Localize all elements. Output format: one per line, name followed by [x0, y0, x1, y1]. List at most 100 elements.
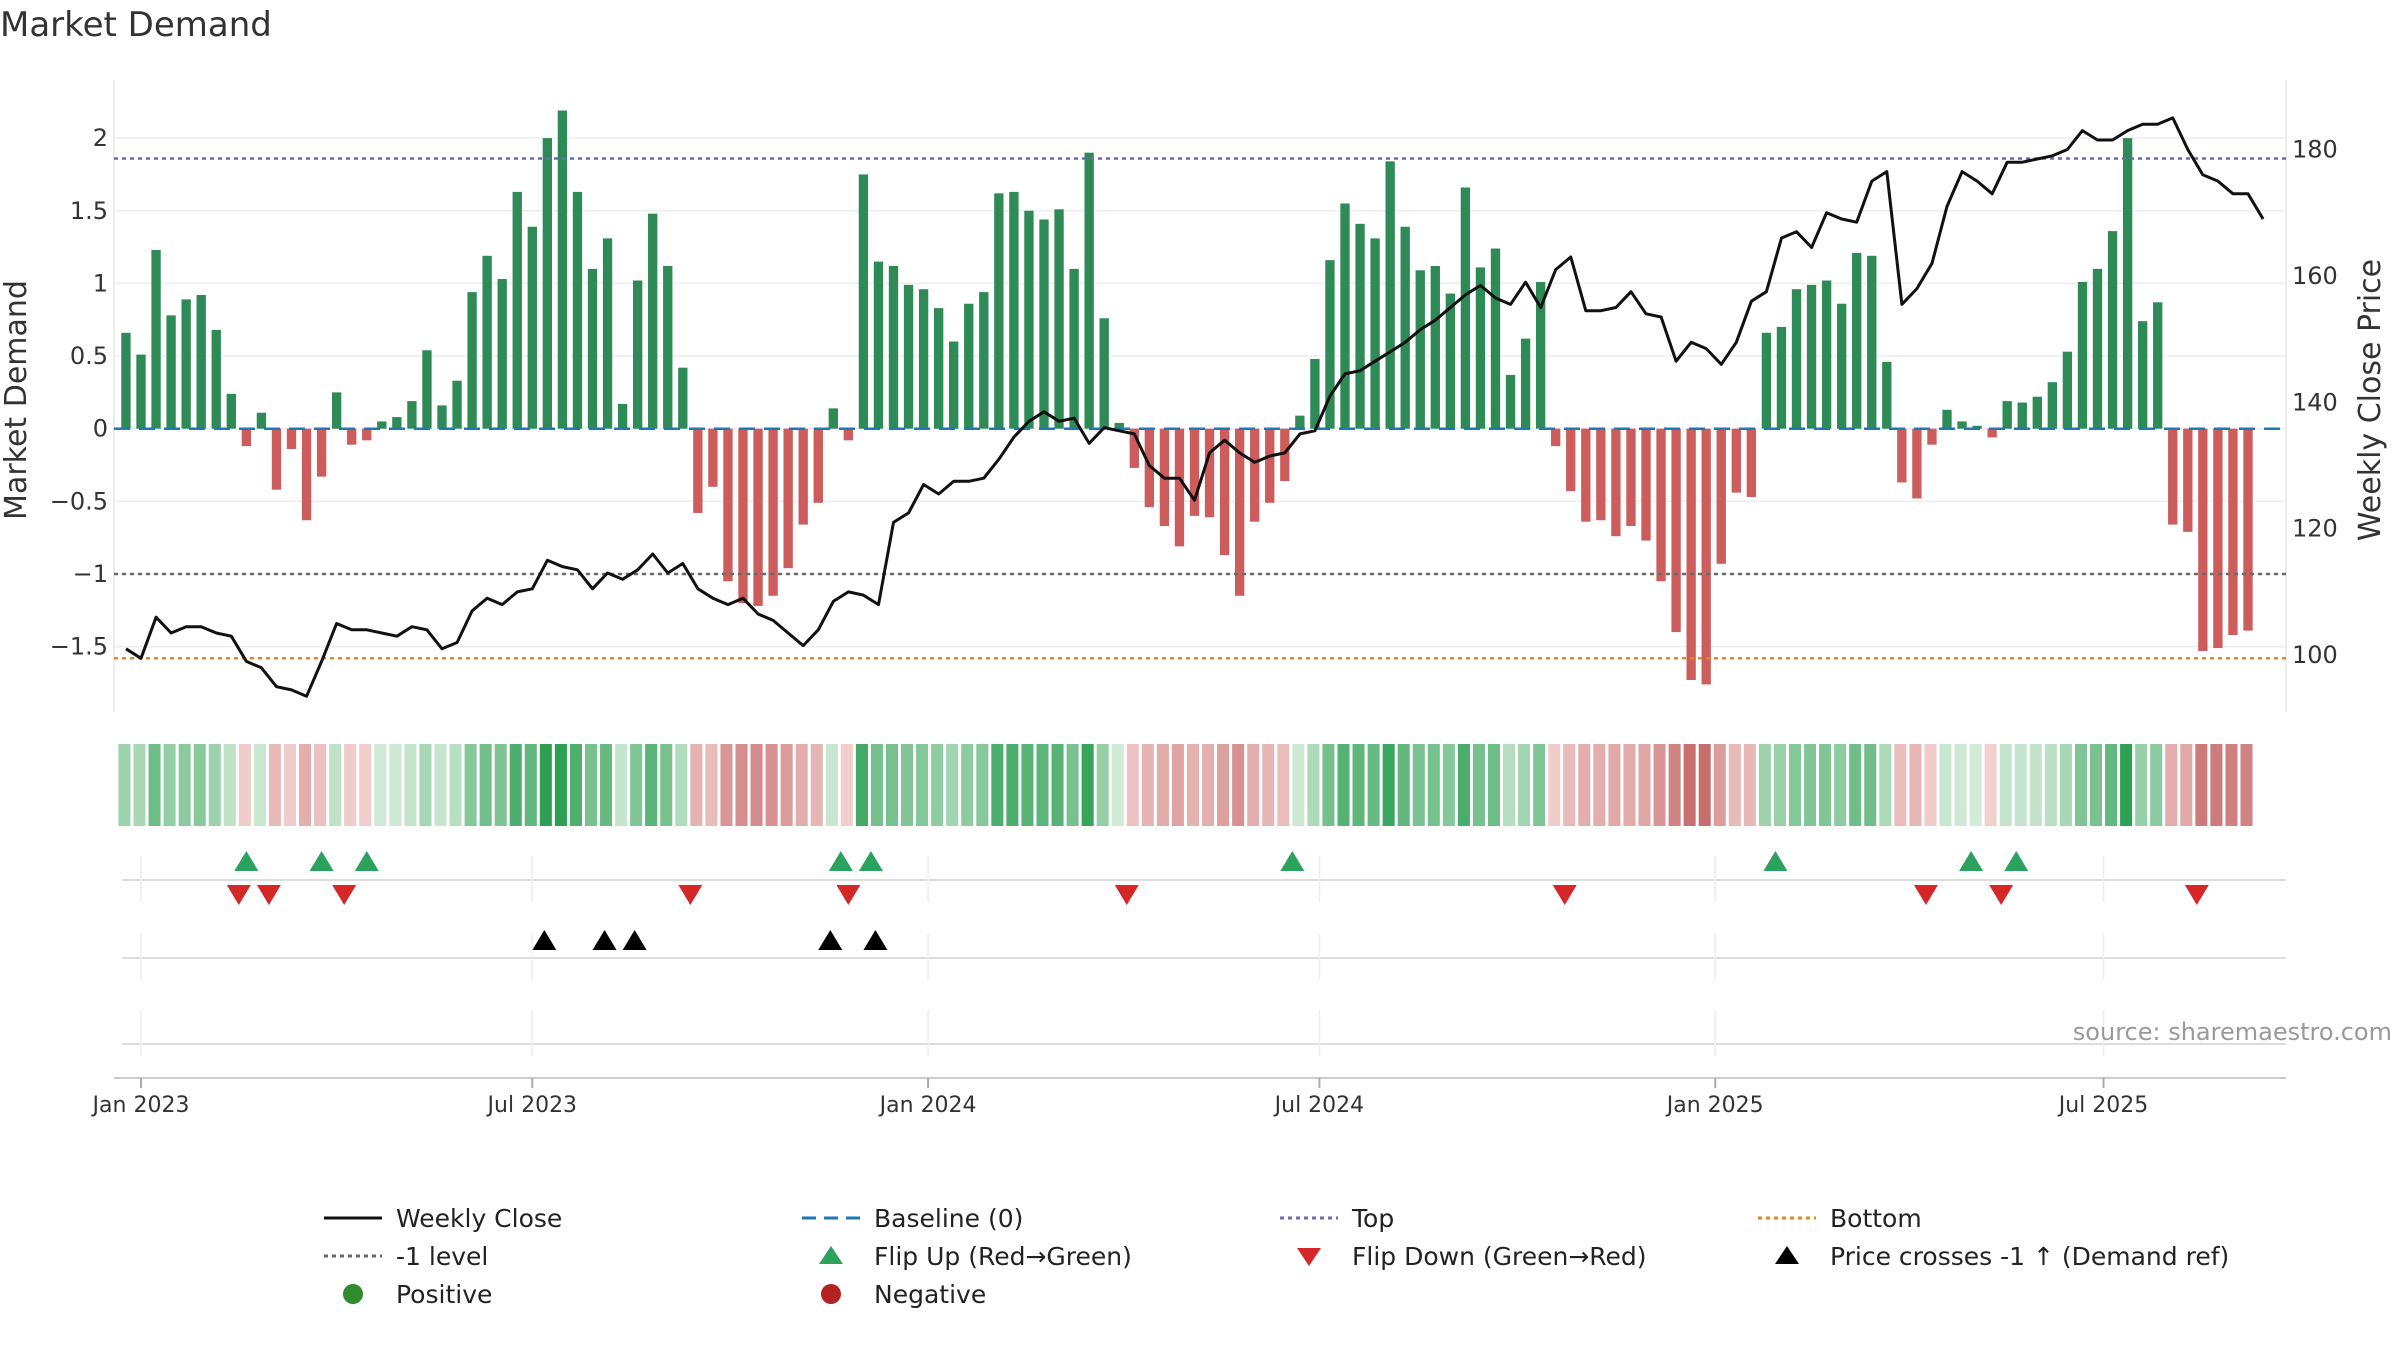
heat-cell [705, 744, 718, 826]
x-tick-label: Jan 2024 [878, 1093, 977, 1118]
heat-cell [329, 744, 342, 826]
bar-negative [2168, 428, 2178, 525]
bar-positive [587, 268, 598, 429]
bar-negative [2243, 428, 2253, 631]
heat-cell [1713, 744, 1726, 826]
y2-tick-label: 140 [2292, 388, 2338, 416]
bar-negative [1144, 428, 1155, 508]
heat-cell [524, 744, 537, 826]
heat-cell [1232, 744, 1245, 826]
heat-cell [690, 744, 703, 826]
heat-cell [2089, 744, 2103, 826]
heat-cell [885, 744, 899, 826]
heat-cell [509, 744, 522, 826]
heat-cell [554, 744, 567, 826]
bar-positive [181, 299, 191, 429]
y-tick-label: 1 [93, 269, 108, 297]
bar-negative [1581, 428, 1591, 522]
bar-negative [1611, 428, 1621, 537]
bar-positive [1340, 203, 1350, 429]
bar-negative [708, 428, 718, 487]
bar-negative [1280, 428, 1290, 481]
heat-cell [1638, 744, 1651, 826]
heat-cell [2074, 744, 2087, 826]
heat-cell [1924, 744, 1937, 826]
flip-up-marker [309, 851, 334, 871]
heat-cell [178, 744, 191, 826]
heat-cell [1066, 744, 1079, 826]
y-tick-label: 2 [93, 124, 108, 152]
weekly-close-line [125, 116, 2265, 698]
heat-cell [961, 744, 974, 826]
heat-cell [193, 744, 206, 826]
heat-cell [2210, 744, 2223, 826]
bar-positive [392, 417, 402, 429]
legend-item-bottom: Bottom [1756, 1200, 1922, 1236]
heat-cell [1442, 744, 1455, 826]
heat-cell [449, 744, 462, 826]
heat-cell [2150, 744, 2163, 826]
heat-cell [2195, 744, 2208, 826]
legend-item-price-cross: Price crosses -1 ↑ (Demand ref) [1756, 1238, 2229, 1274]
flip-down-marker [1989, 885, 2014, 905]
bar-negative [1987, 428, 1997, 438]
heat-cell [1036, 744, 1049, 826]
x-tick-label: Jul 2024 [1273, 1093, 1365, 1118]
bar-positive [2153, 302, 2163, 429]
bar-negative [316, 428, 327, 477]
flip-up-marker [1763, 851, 1788, 871]
heat-cell [569, 744, 582, 826]
legend-item-flip-down: Flip Down (Green→Red) [1278, 1238, 1647, 1274]
bar-negative [1716, 428, 1726, 564]
y2-axis-label: Weekly Close Price [2353, 259, 2388, 541]
bar-positive [1295, 415, 1305, 429]
y-tick-label: 0.5 [70, 342, 108, 370]
bar-positive [1099, 318, 1109, 429]
positive-dot-legend-icon [343, 1284, 363, 1304]
bar-positive [377, 421, 387, 429]
heat-cell [1412, 744, 1425, 826]
price-cross-legend-icon [1775, 1246, 1799, 1264]
heat-cell [1081, 744, 1094, 826]
bar-positive [1430, 265, 1440, 429]
x-tick-label: Jan 2023 [91, 1093, 190, 1118]
bar-positive [933, 308, 944, 429]
y2-tick-label: 180 [2292, 136, 2338, 164]
bar-positive [2077, 281, 2088, 429]
bar-positive [2017, 402, 2027, 429]
legend-item-negative: Negative [800, 1276, 986, 1312]
axis-ticks: 2 1.5 1 0.5 0 −0.5 −1 −1.5 180 160 140 120 100 [50, 124, 2338, 669]
heat-cell [1864, 744, 1877, 826]
bar-positive [1325, 260, 1335, 429]
flip-up-marker [2004, 851, 2029, 871]
heat-cell [1247, 744, 1260, 826]
legend-label: Baseline (0) [874, 1203, 1024, 1233]
bar-positive [632, 280, 643, 429]
bar-positive [1460, 187, 1471, 429]
heat-cell [1533, 744, 1546, 826]
heat-cell [825, 744, 838, 826]
bar-negative [693, 428, 703, 513]
heat-cell [1337, 744, 1350, 826]
heat-cell [1773, 744, 1786, 826]
chart-title: Market Demand [0, 5, 272, 45]
heat-cell [1141, 744, 1154, 826]
price-cross-marker [863, 930, 888, 950]
flip-up-marker [354, 851, 379, 871]
y2-tick-label: 100 [2292, 641, 2338, 669]
heat-cell [1051, 744, 1064, 826]
heat-cell [1578, 744, 1591, 826]
heat-cell [2029, 744, 2042, 826]
bar-negative [723, 428, 733, 582]
heat-cell [916, 744, 929, 826]
legend-label: Price crosses -1 ↑ (Demand ref) [1830, 1241, 2230, 1271]
heat-cell [1487, 744, 1501, 826]
heat-cell [1788, 744, 1802, 826]
heat-cell [675, 744, 688, 826]
bar-positive [196, 295, 206, 429]
flip-up-marker [234, 851, 259, 871]
heat-cell [2059, 744, 2072, 826]
bar-positive [226, 393, 236, 429]
legend: Weekly Close Baseline (0) Top Bottom -1 … [0, 1200, 2400, 1330]
heat-cell [1457, 744, 1470, 826]
